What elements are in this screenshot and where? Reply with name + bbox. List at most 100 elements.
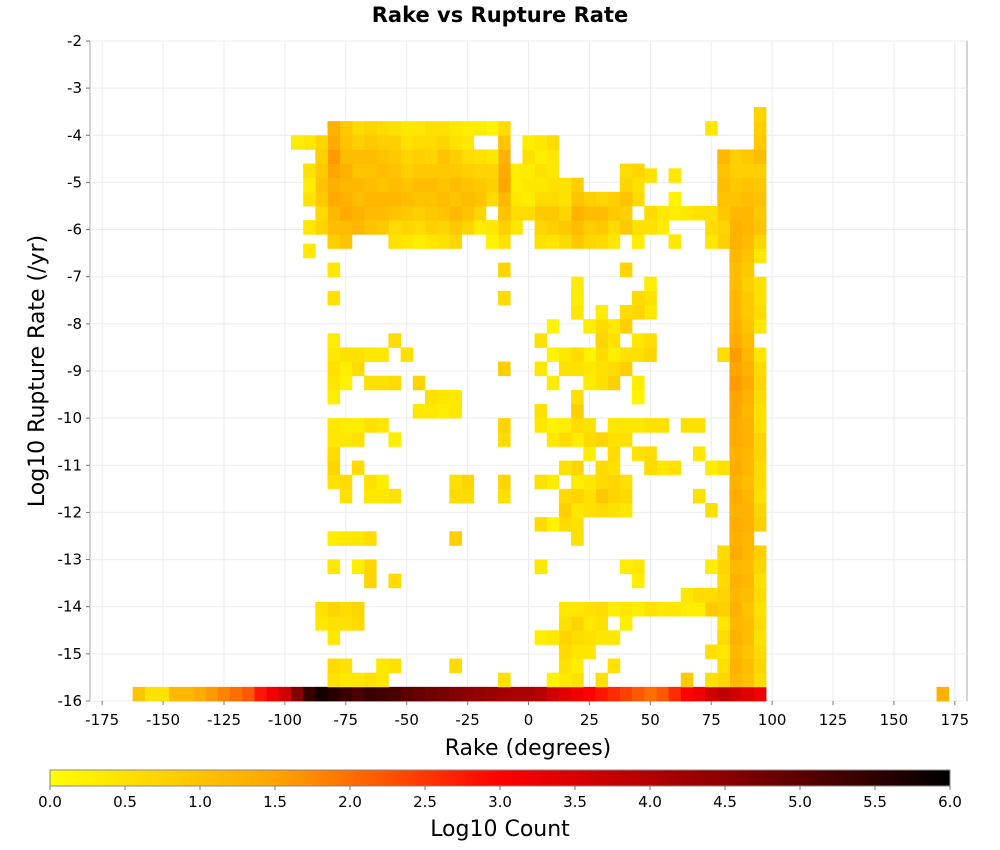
heatmap-cell [546,432,560,447]
heatmap-cell [449,163,462,179]
heatmap-cell [327,333,341,348]
heatmap-cell [595,347,609,362]
heatmap-cell [644,446,657,461]
heatmap-cell [729,234,743,249]
x-tick-label: 50 [641,711,660,729]
heatmap-cell [717,347,730,362]
heatmap-cell [753,389,767,405]
heatmap-cell [729,658,743,674]
heatmap-cell [424,389,438,405]
heatmap-cell [546,672,560,688]
heatmap-cell [632,290,645,306]
heatmap-cell [607,418,621,433]
x-tick-label: -125 [207,711,241,729]
x-tick-label: 175 [940,711,969,729]
heatmap-cell [729,559,743,575]
heatmap-cell [339,616,353,631]
heatmap-cell [619,503,633,518]
heatmap-cell [705,686,718,702]
heatmap-cell [632,375,645,391]
heatmap-cell [424,206,438,221]
heatmap-cell [753,644,767,659]
heatmap-cell [583,446,596,461]
heatmap-cell [619,191,633,207]
heatmap-cell [717,616,730,631]
heatmap-cell [339,375,353,391]
heatmap-cell [315,163,328,179]
heatmap-cell [327,630,341,645]
heatmap-cell [339,234,353,249]
heatmap-cell [571,686,584,702]
heatmap-cell [230,686,243,702]
heatmap-cell [705,503,718,518]
heatmap-cell [449,234,462,249]
heatmap-cell [534,177,548,193]
heatmap-cell [680,672,694,688]
heatmap-cell [388,234,401,249]
heatmap-cell [571,602,584,617]
heatmap-cell [717,234,730,249]
heatmap-cell [571,206,584,221]
heatmap-cell [558,206,572,221]
heatmap-cell [741,474,755,490]
heatmap-cell [753,121,767,136]
x-tick-label: 125 [819,711,848,729]
heatmap-cell [619,418,633,433]
heatmap-cell [339,163,353,179]
heatmap-cell [327,375,341,391]
heatmap-cell [522,191,535,207]
heatmap-cell [753,432,767,447]
heatmap-cell [607,234,621,249]
x-tick-label: 25 [580,711,599,729]
heatmap-cell [351,149,365,164]
y-tick-label: -8 [67,315,82,333]
heatmap-cell [571,474,584,490]
heatmap-cell [729,404,743,419]
heatmap-cell [558,347,572,362]
heatmap-cell [753,616,767,631]
heatmap-cell [473,163,487,179]
heatmap-cell [546,474,560,490]
heatmap-cell [595,319,609,334]
heatmap-cell [181,686,194,702]
heatmap-cell [619,474,633,490]
heatmap-cell [583,319,596,334]
heatmap-cell [351,121,365,136]
heatmap-cell [327,418,341,433]
heatmap-cell [632,163,645,179]
heatmap-cell [583,602,596,617]
heatmap-cell [412,220,426,235]
heatmap-cell [364,375,377,391]
heatmap-cell [364,347,377,362]
heatmap-cell [595,630,609,645]
colorbar-tick-label: 4.5 [713,793,737,811]
heatmap-cell [498,672,511,688]
heatmap-cell [205,686,219,702]
x-tick-label: -100 [268,711,302,729]
heatmap-cell [558,191,572,207]
heatmap-cell [717,573,730,589]
heatmap-cell [412,177,426,193]
heatmap-cell [753,276,767,292]
y-tick-label: -6 [67,221,82,239]
heatmap-cell [729,432,743,447]
heatmap-cell [534,559,548,575]
heatmap-cell [571,234,584,249]
colorbar-tick-label: 6.0 [938,793,962,811]
heatmap-cell [680,602,694,617]
heatmap-cell [571,177,584,193]
heatmap-cell [449,531,462,546]
heatmap-cell [351,135,365,150]
heatmap-cell [632,191,645,207]
heatmap-cell [729,672,743,688]
heatmap-cell [400,191,414,207]
heatmap-cell [753,503,767,518]
heatmap-cell [595,602,609,617]
heatmap-cell [705,234,718,249]
heatmap-cell [327,347,341,362]
heatmap-cell [753,474,767,490]
colorbar-tick-label: 1.5 [263,793,287,811]
heatmap-cell [729,389,743,405]
heatmap-cell [729,163,743,179]
heatmap-cell [156,686,170,702]
